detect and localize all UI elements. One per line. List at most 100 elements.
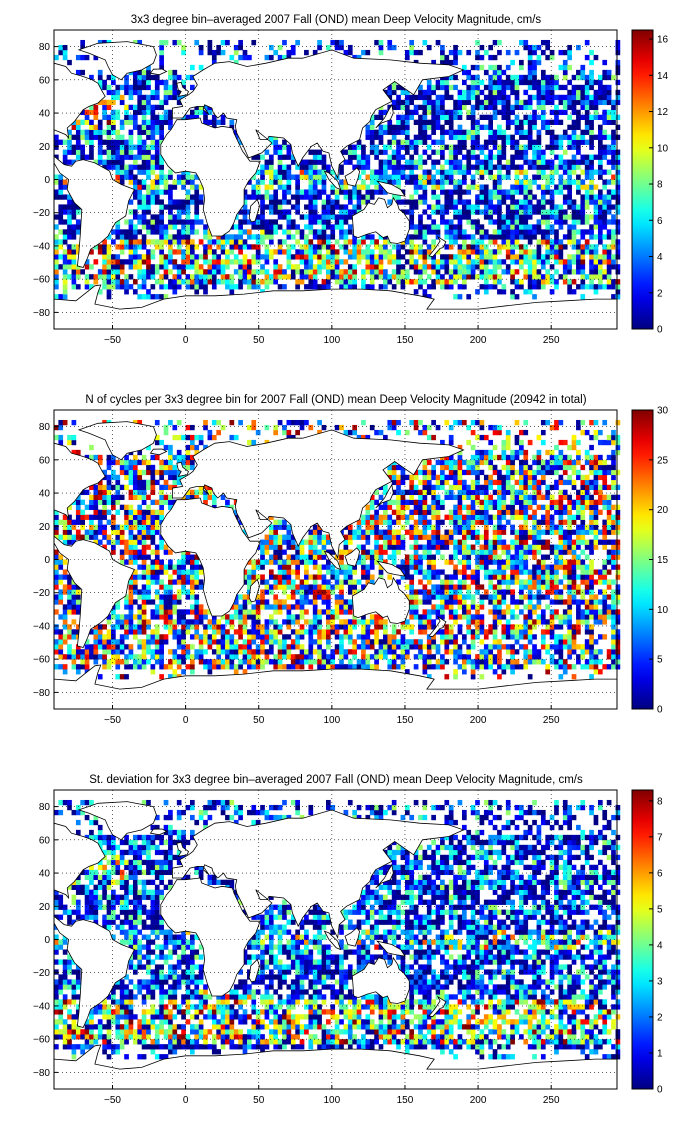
data-cell <box>378 644 384 650</box>
data-cell <box>115 154 121 160</box>
data-cell <box>321 629 327 635</box>
data-cell <box>519 264 524 270</box>
data-cell <box>593 224 599 230</box>
data-cell <box>361 654 366 660</box>
data-cell <box>431 239 436 245</box>
data-cell <box>330 39 336 46</box>
data-cell <box>75 209 81 215</box>
data-cell <box>119 244 125 250</box>
data-cell <box>124 164 129 170</box>
data-cell <box>185 609 191 615</box>
data-cell <box>597 609 603 615</box>
data-cell <box>426 179 432 185</box>
data-cell <box>523 234 529 240</box>
data-cell <box>347 224 353 230</box>
data-cell <box>584 119 590 125</box>
data-cell <box>426 594 432 600</box>
data-cell <box>67 629 72 635</box>
data-cell <box>492 644 498 650</box>
data-cell <box>409 239 415 245</box>
data-cell <box>562 274 568 280</box>
data-cell <box>321 224 327 230</box>
data-cell <box>194 634 200 640</box>
data-cell <box>461 154 467 160</box>
data-cell <box>611 229 616 235</box>
data-cell <box>615 149 621 155</box>
data-cell <box>527 159 533 165</box>
data-cell <box>111 269 116 275</box>
data-cell <box>391 174 397 180</box>
data-cell <box>343 599 349 605</box>
data-cell <box>374 259 379 265</box>
data-cell <box>317 149 322 155</box>
data-cell <box>325 214 331 220</box>
data-cell <box>558 209 564 215</box>
data-cell <box>488 659 494 665</box>
data-cell <box>242 274 248 280</box>
data-cell <box>347 264 353 270</box>
data-cell <box>229 124 235 130</box>
data-cell <box>106 634 112 640</box>
data-cell <box>483 289 489 295</box>
data-cell <box>273 609 279 615</box>
data-cell <box>532 64 537 71</box>
data-cell <box>383 254 388 260</box>
data-cell <box>80 149 86 155</box>
data-cell <box>584 74 590 81</box>
data-cell <box>159 244 164 250</box>
data-cell <box>422 584 428 590</box>
data-cell <box>571 109 577 116</box>
data-cell <box>119 639 125 645</box>
data-cell <box>492 669 498 675</box>
data-cell <box>189 284 195 290</box>
data-cell <box>137 624 143 630</box>
data-cell <box>501 89 507 96</box>
data-cell <box>154 149 160 155</box>
data-cell <box>597 634 603 640</box>
data-cell <box>549 634 555 640</box>
data-cell <box>154 609 160 615</box>
data-cell <box>260 179 265 185</box>
data-cell <box>580 599 586 605</box>
data-cell <box>111 229 116 235</box>
data-cell <box>176 274 182 280</box>
data-cell <box>422 134 428 140</box>
data-cell <box>277 244 283 250</box>
data-cell <box>545 124 551 130</box>
data-cell <box>264 254 270 260</box>
data-cell <box>58 614 64 620</box>
data-cell <box>247 54 252 61</box>
data-cell <box>312 604 318 610</box>
data-cell <box>527 604 533 610</box>
data-cell <box>554 594 559 600</box>
data-cell <box>211 59 217 66</box>
data-cell <box>229 289 235 295</box>
data-cell <box>172 669 178 675</box>
data-cell <box>163 259 169 265</box>
data-cell <box>391 164 397 170</box>
data-cell <box>317 609 322 615</box>
data-cell <box>347 149 353 155</box>
data-cell <box>567 224 572 230</box>
data-cell <box>154 229 160 235</box>
data-cell <box>128 654 134 660</box>
data-cell <box>159 664 164 670</box>
data-cell <box>159 219 164 225</box>
data-cell <box>584 139 590 145</box>
data-cell <box>558 659 564 665</box>
data-cell <box>497 594 502 600</box>
data-cell <box>497 194 502 200</box>
data-cell <box>418 164 423 170</box>
data-cell <box>242 194 248 200</box>
data-cell <box>238 264 243 270</box>
data-cell <box>242 659 248 665</box>
data-cell <box>132 144 138 150</box>
data-cell <box>369 664 375 670</box>
data-cell <box>444 169 450 175</box>
data-cell <box>558 204 564 210</box>
data-cell <box>304 254 309 260</box>
data-cell <box>492 79 498 86</box>
data-cell <box>391 124 397 130</box>
data-cell <box>211 54 217 61</box>
data-cell <box>163 84 169 91</box>
